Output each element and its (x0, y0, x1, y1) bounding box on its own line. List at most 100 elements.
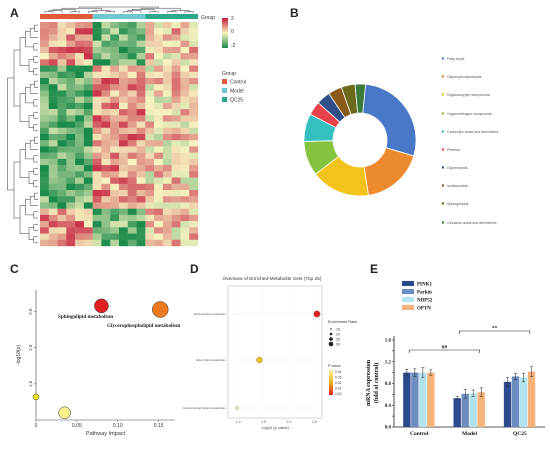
heatmap-cell (40, 214, 49, 222)
heatmap-cell (66, 109, 76, 116)
heatmap-cell (180, 134, 190, 141)
heatmap-cell (48, 190, 58, 197)
panel-letter-b: B (290, 6, 299, 20)
heatmap-cell (162, 134, 172, 141)
dendrogram-branch (33, 55, 38, 63)
heatmap-cell (180, 71, 190, 79)
donut-legend-marker (441, 166, 445, 169)
donut-panel: Fatty Acyls Glycerophospholipids Organooxy… (303, 57, 499, 225)
donut-legend-marker (441, 148, 445, 151)
heatmap-cell (127, 196, 137, 203)
heatmap-cell (66, 171, 76, 178)
heatmap-cell (127, 214, 137, 222)
legend-swatch-ndp52 (402, 297, 414, 302)
heatmap-cell (66, 40, 76, 48)
dendrogram-branch (33, 111, 38, 119)
dendrogram-branch (33, 223, 38, 231)
heatmap-cell (83, 102, 93, 110)
heatmap-cell (40, 28, 49, 35)
enrichment-panel: Overview of Enriched Metabolite Sets (To… (183, 276, 357, 430)
heatmap-cell (136, 121, 146, 128)
heatmap-cell (136, 158, 146, 166)
heatmap-cell (136, 46, 146, 54)
heatmap-cell (145, 78, 155, 85)
heatmap-cell (189, 177, 199, 184)
heatmap-cell (75, 165, 85, 172)
heatmap-cell (127, 65, 137, 72)
heatmap-cell (57, 202, 67, 209)
heatmap-cell (66, 239, 76, 247)
bar-ndp52 (519, 377, 528, 427)
heatmap-cell (145, 140, 155, 147)
heatmap-cell (145, 22, 155, 29)
heatmap-cell (110, 59, 120, 66)
heatmap-cell (180, 140, 190, 147)
heatmap-cell (162, 158, 172, 166)
heatmap-cell (48, 84, 58, 91)
heatmap-cell (154, 183, 164, 191)
enrichment-dot (235, 406, 239, 410)
heatmap-cell (66, 28, 76, 35)
dendrogram-branch (88, 11, 98, 13)
heatmap-cell (171, 208, 181, 216)
heatmap-cell (145, 96, 155, 104)
heatmap-cell (180, 177, 190, 184)
x-tick-label: 2.5 (312, 420, 317, 424)
heatmap-cell (75, 183, 85, 191)
heatmap-cell (145, 171, 155, 178)
heatmap-cell (189, 190, 199, 197)
category-label: Sphingolipid metabolism (193, 312, 226, 316)
heatmap-cell (110, 183, 120, 191)
heatmap-cell (92, 183, 102, 191)
heatmap-cell (189, 165, 199, 172)
y-tick-label: 0.8 (385, 382, 392, 387)
pathway-bubble (32, 393, 40, 401)
heatmap-cell (57, 190, 67, 197)
dendrogram-branch (25, 143, 34, 160)
heatmap-cell (75, 152, 85, 160)
column-dendrogram (44, 6, 194, 13)
heatmap-cell (189, 171, 199, 178)
heatmap-cell (127, 239, 137, 247)
heatmap-cell (66, 183, 76, 191)
heatmap-cell (154, 158, 164, 166)
donut-slice-1 (363, 147, 415, 196)
heatmap-cell (189, 34, 199, 41)
heatmap-cell (83, 59, 93, 66)
heatmap-cell (136, 239, 146, 247)
heatmap-cell (92, 28, 102, 35)
heatmap-cell (40, 134, 49, 141)
dendrogram-branch (140, 7, 181, 11)
heatmap-cell (40, 158, 49, 166)
heatmap-cell (180, 22, 190, 29)
heatmap-cell (136, 140, 146, 147)
heatmap-cell (66, 233, 76, 240)
heatmap-cell (110, 28, 120, 35)
heatmap-cell (154, 202, 164, 209)
heatmap-cell (75, 78, 85, 85)
heatmap-cell (40, 171, 49, 178)
heatmap-cell (66, 208, 76, 216)
color-scale-tick: -2 (231, 43, 236, 49)
donut-legend-marker (441, 75, 445, 78)
heatmap-cell (119, 134, 128, 141)
heatmap-cell (101, 78, 111, 85)
heatmap-cell (110, 152, 120, 160)
heatmap-cell (119, 65, 128, 72)
heatmap-cell (83, 134, 93, 141)
heatmap-cell (57, 34, 67, 41)
heatmap-cell (119, 53, 128, 60)
pathway-bubble (152, 301, 169, 318)
heatmap-cell (83, 121, 93, 128)
dendrogram-branch (127, 10, 142, 13)
heatmap-cell (171, 46, 181, 54)
heatmap-cell (145, 233, 155, 240)
dendrogram-branch (19, 37, 29, 66)
color-scale-tick: 0 (231, 29, 234, 35)
heatmap-cell (127, 71, 137, 79)
heatmap-cell (171, 233, 181, 240)
heatmap-cell (145, 239, 155, 247)
heatmap-cell (92, 65, 102, 72)
donut-legend-label: Glycerophospholipids (447, 75, 482, 79)
heatmap-cell (119, 90, 128, 97)
